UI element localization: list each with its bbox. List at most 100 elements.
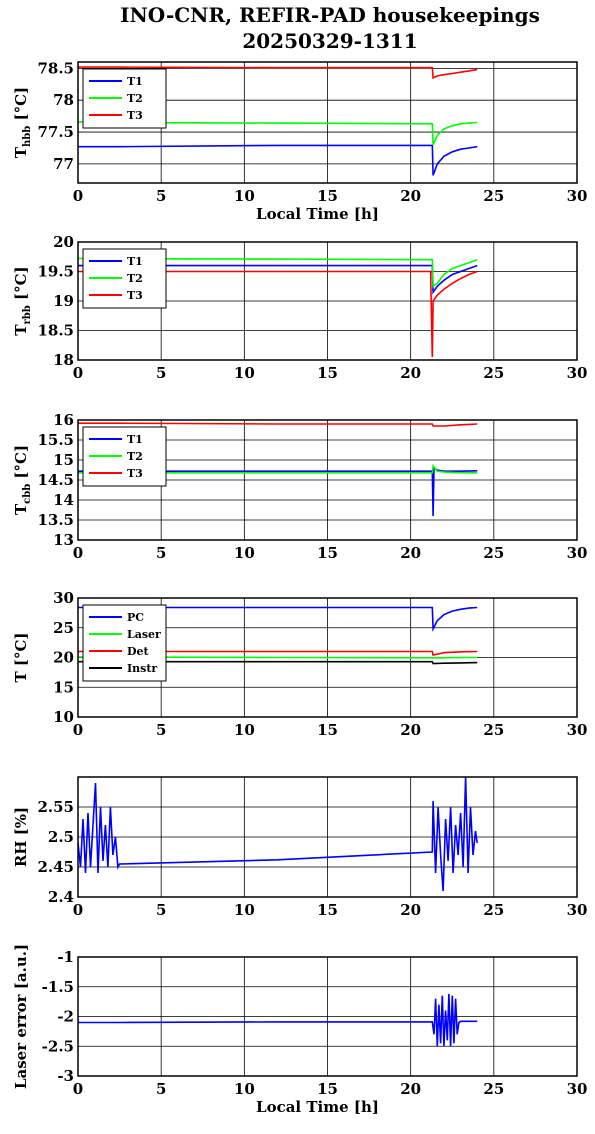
y-tick-label: 77 [53, 155, 74, 173]
y-tick-label: 16 [53, 411, 74, 429]
plot-frame [77, 776, 578, 898]
x-tick-label: 15 [317, 901, 338, 919]
legend-label: T2 [127, 272, 143, 285]
x-tick-label: 15 [317, 364, 338, 382]
chart-panels: 0 5 10 15 20 25 30 77 77.5 78 78.5 T1 T2 T3 Thbb [°C] L… [12, 59, 587, 1116]
legend: T1 T2 T3 [82, 248, 167, 309]
x-tick-label: 25 [483, 1080, 504, 1098]
x-tick-label: 10 [234, 544, 255, 562]
chart-panel-4: 0 5 10 15 20 25 30 10 15 20 25 30 PC Laser Det Instr T [… [12, 589, 587, 739]
legend-label: PC [127, 611, 144, 624]
legend-label: Laser [127, 628, 161, 641]
series-line-det [78, 650, 478, 657]
series-line-t3 [78, 422, 478, 427]
x-axis-label: Local Time [h] [256, 205, 379, 223]
x-tick-label: 10 [234, 1080, 255, 1098]
x-tick-label: 10 [234, 901, 255, 919]
y-axis-label: Trbb [°C] [12, 266, 33, 335]
legend-label: T3 [127, 467, 143, 480]
y-tick-label: 20 [53, 233, 74, 251]
y-tick-label: 78.5 [37, 59, 74, 77]
series-line-instr [78, 660, 478, 665]
y-tick-label: 2.4 [48, 888, 74, 906]
chart-panel-3: 0 5 10 15 20 25 30 13 13.5 14 14.5 15 15.5 16 T1 T2 T3 Tc… [12, 411, 587, 562]
y-tick-label: -3 [57, 1067, 74, 1085]
x-tick-label: 30 [567, 721, 588, 739]
x-tick-label: 30 [567, 544, 588, 562]
x-tick-label: 0 [73, 721, 83, 739]
y-tick-label: 2.5 [48, 828, 74, 846]
chart-panel-6: 0 5 10 15 20 25 30 -3 -2.5 -2 -1.5 -1 Laser error [a… [12, 944, 587, 1116]
x-tick-label: 25 [483, 721, 504, 739]
y-tick-label: 30 [53, 589, 74, 607]
x-tick-label: 10 [234, 721, 255, 739]
y-tick-label: 15 [53, 451, 74, 469]
y-tick-label: 25 [53, 619, 74, 637]
series-line-series-1 [78, 777, 478, 892]
plot-frame [77, 419, 578, 541]
y-tick-label: -1 [57, 948, 74, 966]
figure-title-line2: 20250329-1311 [242, 29, 417, 53]
x-tick-label: 25 [483, 364, 504, 382]
x-tick-label: 30 [567, 364, 588, 382]
chart-panel-5: 0 5 10 15 20 25 30 2.4 2.45 2.5 2.55 RH [%] [12, 776, 587, 919]
plot-frame [77, 61, 578, 184]
x-tick-label: 15 [317, 721, 338, 739]
series-line-t1 [78, 144, 478, 176]
y-axis-label: Tcbb [°C] [12, 445, 33, 515]
legend-label: T1 [127, 255, 143, 268]
series-line-t2 [78, 121, 478, 146]
x-tick-label: 15 [317, 1080, 338, 1098]
x-tick-label: 20 [400, 544, 421, 562]
legend: PC Laser Det Instr [82, 604, 167, 682]
y-tick-label: 19.5 [37, 263, 74, 281]
x-tick-label: 20 [400, 187, 421, 205]
legend: T1 T2 T3 [82, 68, 167, 129]
plot-frame [77, 597, 578, 718]
x-tick-label: 25 [483, 187, 504, 205]
y-tick-label: 18.5 [37, 322, 74, 340]
x-tick-label: 15 [317, 544, 338, 562]
series-line-t2 [78, 464, 478, 474]
chart-panel-1: 0 5 10 15 20 25 30 77 77.5 78 78.5 T1 T2 T3 Thbb [°C] L… [12, 59, 587, 223]
y-tick-label: 19 [53, 292, 74, 310]
y-axis-label: T [°C] [12, 632, 30, 682]
x-tick-label: 5 [156, 721, 166, 739]
x-tick-label: 5 [156, 1080, 166, 1098]
x-tick-label: 0 [73, 364, 83, 382]
y-tick-label: 15 [53, 678, 74, 696]
x-tick-label: 20 [400, 1080, 421, 1098]
figure-title-line1: INO-CNR, REFIR-PAD housekeepings [120, 3, 540, 27]
plot-frame [77, 956, 578, 1077]
x-tick-label: 5 [156, 364, 166, 382]
y-tick-label: 78 [53, 91, 74, 109]
y-tick-label: 77.5 [37, 123, 74, 141]
series-line-laser [78, 656, 478, 659]
legend-label: T1 [127, 433, 143, 446]
y-tick-label: -2 [57, 1008, 74, 1026]
series-line-series-1 [78, 993, 478, 1047]
plot-frame [77, 241, 578, 361]
y-tick-label: 2.55 [37, 798, 74, 816]
legend: T1 T2 T3 [82, 426, 167, 487]
x-tick-label: 25 [483, 544, 504, 562]
y-tick-label: 13.5 [37, 511, 74, 529]
x-tick-label: 20 [400, 721, 421, 739]
legend-label: T3 [127, 289, 143, 302]
chart-panel-2: 0 5 10 15 20 25 30 18 18.5 19 19.5 20 T1 T2 T3 Trbb [°C… [12, 233, 587, 382]
series-line-t3 [78, 66, 478, 80]
legend-label: Instr [127, 662, 157, 675]
x-tick-label: 20 [400, 901, 421, 919]
y-tick-label: 2.45 [37, 858, 74, 876]
legend-label: Det [127, 645, 150, 658]
y-tick-label: 18 [53, 351, 74, 369]
x-tick-label: 5 [156, 901, 166, 919]
x-tick-label: 0 [73, 901, 83, 919]
y-tick-label: 14.5 [37, 471, 74, 489]
x-tick-label: 15 [317, 187, 338, 205]
y-axis-label: RH [%] [12, 807, 30, 867]
series-line-t2 [78, 257, 478, 288]
x-tick-label: 5 [156, 187, 166, 205]
x-tick-label: 20 [400, 364, 421, 382]
